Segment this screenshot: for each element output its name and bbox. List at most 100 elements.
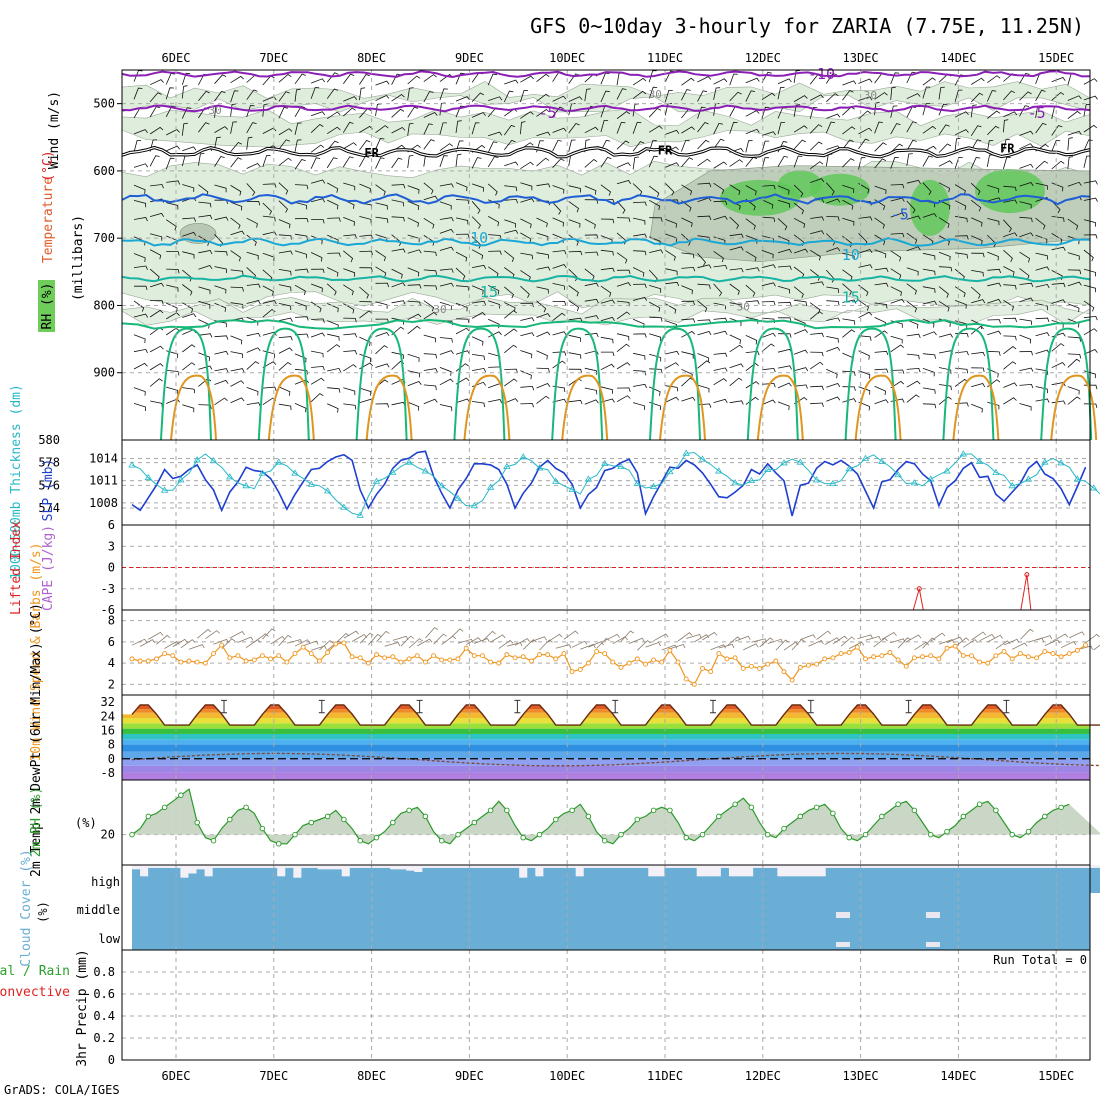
- wind-barb: [149, 233, 163, 241]
- wind-speed-point: [488, 659, 494, 665]
- wind-10m-barb: [449, 628, 464, 639]
- wind-10m-barb: [849, 641, 865, 649]
- wind-barb: [842, 386, 856, 391]
- wind-speed-point: [186, 658, 192, 664]
- wind-barb: [858, 183, 870, 194]
- wind-barb: [649, 249, 664, 254]
- wind-barb: [471, 92, 484, 102]
- wind-barb: [568, 352, 582, 359]
- wind-barb: [198, 300, 211, 309]
- wind-barb: [713, 138, 725, 150]
- wind-barb: [890, 250, 902, 262]
- wind-barb: [343, 142, 357, 150]
- bottom-date-label: 10DEC: [549, 1069, 585, 1083]
- wind-barb: [278, 182, 289, 195]
- wind-speed-point: [977, 659, 983, 665]
- cloud-high-gap: [293, 865, 302, 878]
- wind-barb: [310, 111, 326, 117]
- wind-speed-point: [496, 660, 502, 666]
- wind-speed-point: [748, 663, 754, 669]
- temperature-line: [131, 704, 1100, 726]
- wind-barb: [1003, 90, 1016, 101]
- wind-barb: [455, 153, 462, 167]
- wind-barb: [874, 185, 887, 195]
- cloud-high-bar: [874, 867, 883, 893]
- wind-barb: [1067, 336, 1081, 342]
- ylabel-wind-speed: 10m Wind Speed & Barbs (m/s): [29, 542, 44, 761]
- wind-barb: [407, 381, 422, 387]
- rh-point: [275, 841, 282, 847]
- wind-barb: [954, 137, 961, 151]
- wind-10m-barb: [465, 637, 482, 646]
- wind-barb: [214, 266, 227, 274]
- wind-barb: [681, 318, 696, 323]
- wind-speed-point: [691, 681, 697, 687]
- wind-barb: [504, 161, 519, 167]
- wind-tick-label: 8: [108, 614, 115, 628]
- cloud-high-bar: [777, 876, 786, 893]
- cloud-high-bar: [1083, 867, 1093, 893]
- wind-10m-barb: [498, 639, 514, 649]
- wind-speed-point: [455, 656, 461, 662]
- wind-barb: [568, 201, 579, 213]
- rh-point: [178, 792, 184, 798]
- wind-barb: [439, 122, 447, 135]
- wind-barb: [1083, 349, 1098, 355]
- wind-barb: [503, 124, 516, 136]
- wind-barb: [133, 300, 145, 312]
- slp-marker: [1089, 484, 1098, 491]
- wind-barb: [407, 200, 420, 210]
- wind-10m-barbs: [131, 627, 1100, 651]
- y-tick-label: 600: [93, 164, 115, 178]
- wind-barb: [1003, 397, 1017, 405]
- cloud-high-bar: [728, 876, 738, 893]
- wind-barb: [246, 300, 261, 305]
- wind-barb: [294, 159, 306, 170]
- wind-barb: [133, 163, 149, 168]
- wind-speed-point: [439, 657, 445, 663]
- wind-barb: [1083, 403, 1098, 408]
- cloud-high-bar: [575, 876, 585, 893]
- wind-barb: [648, 107, 662, 118]
- wind-speed-point: [357, 655, 363, 661]
- wind-barb: [826, 300, 840, 306]
- wind-barb: [842, 269, 853, 281]
- wind-barb: [697, 76, 712, 83]
- wind-barb: [166, 370, 180, 376]
- wind-10m-barb: [262, 628, 276, 640]
- wind-10m-barb: [645, 642, 661, 648]
- wind-speed-point: [561, 651, 567, 657]
- contour-label: 10: [842, 246, 860, 264]
- cloud-high-bar: [148, 867, 157, 893]
- wind-barb: [1083, 300, 1095, 312]
- wind-barb: [230, 335, 243, 345]
- slp-marker: [568, 485, 576, 492]
- cloud-bars: [132, 865, 1100, 950]
- wind-barb: [423, 285, 438, 290]
- wind-10m-barb: [148, 631, 164, 640]
- wind-barb: [182, 184, 195, 192]
- slp-marker: [633, 479, 642, 487]
- wind-barb: [954, 156, 963, 169]
- wind-barb: [375, 95, 390, 102]
- wind-barb: [906, 246, 921, 252]
- wind-barb: [1067, 95, 1082, 101]
- wind-speed-point: [626, 660, 632, 666]
- temp-band: [122, 712, 1090, 719]
- wind-10m-barb: [229, 630, 245, 639]
- wind-speed-point: [830, 655, 836, 661]
- wind-barb: [439, 337, 453, 343]
- slp-marker: [829, 479, 837, 487]
- ylabel-thickness: 1000~500mb Thickness (dm): [9, 384, 24, 580]
- wind-10m-barb: [457, 638, 474, 644]
- y-tick-label: 800: [93, 298, 115, 312]
- cloud-high-gap: [333, 865, 343, 870]
- wind-speed-point: [773, 658, 779, 664]
- wind-speed-point: [537, 652, 542, 658]
- contour-label: -5: [539, 104, 557, 122]
- wind-barb: [938, 266, 953, 272]
- wind-barb: [874, 92, 888, 100]
- wind-barb: [536, 383, 551, 389]
- wind-barb: [681, 184, 693, 196]
- wind-barb: [793, 70, 801, 83]
